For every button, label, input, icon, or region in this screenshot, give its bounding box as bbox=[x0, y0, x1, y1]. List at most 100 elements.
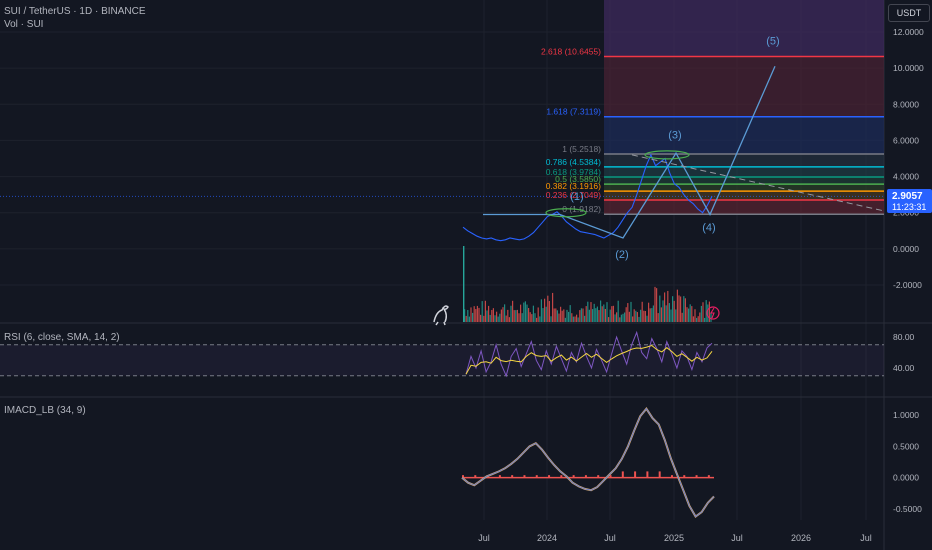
price-tick-7: -2.0000 bbox=[893, 280, 922, 290]
volume-bar bbox=[707, 304, 709, 322]
volume-bar bbox=[473, 306, 475, 322]
time-axis[interactable]: Jul 2024 Jul 2025 Jul 2026 Jul bbox=[478, 533, 872, 543]
rsi-line bbox=[465, 330, 713, 378]
volume-bars bbox=[463, 246, 712, 322]
fib-zone-7 bbox=[604, 56, 884, 117]
volume-bar bbox=[536, 317, 538, 322]
volume-bar bbox=[664, 292, 666, 322]
volume-bar bbox=[523, 302, 525, 322]
volume-bar bbox=[694, 309, 696, 322]
rsi-legend[interactable]: RSI (6, close, SMA, 14, 2) bbox=[4, 332, 120, 343]
macd-hist-bar bbox=[535, 475, 538, 478]
volume-bar bbox=[480, 314, 482, 322]
volume-bar bbox=[568, 311, 570, 322]
volume-bar bbox=[489, 314, 491, 322]
macd-hist-bar bbox=[621, 471, 624, 478]
fib-label-0: 0 (1.9182) bbox=[562, 204, 601, 214]
volume-bar bbox=[648, 302, 650, 322]
volume-bar bbox=[646, 315, 648, 322]
volume-bar bbox=[614, 314, 616, 322]
volume-bar bbox=[704, 317, 706, 322]
volume-bar bbox=[691, 306, 693, 322]
fib-label-4: 0.618 (3.9784) bbox=[546, 167, 601, 177]
volume-bar bbox=[566, 309, 568, 322]
macd-hist-bar bbox=[658, 471, 661, 478]
time-tick-5: 2026 bbox=[791, 533, 811, 543]
macd-hist-bar bbox=[498, 475, 501, 478]
fib-zone-3 bbox=[604, 176, 884, 185]
macd-hist-bar bbox=[634, 471, 637, 478]
volume-bar bbox=[472, 312, 474, 322]
time-tick-4: Jul bbox=[731, 533, 743, 543]
volume-bar bbox=[668, 303, 670, 322]
volume-bar bbox=[558, 313, 560, 322]
fib-zone-2 bbox=[604, 184, 884, 192]
volume-bar bbox=[686, 307, 688, 322]
volume-bar bbox=[657, 313, 659, 322]
volume-bar bbox=[587, 301, 589, 322]
rsi-tick-0: 80.00 bbox=[893, 332, 915, 342]
volume-bar bbox=[520, 304, 522, 322]
volume-bar bbox=[500, 309, 502, 322]
volume-bar bbox=[572, 316, 574, 322]
volume-bar bbox=[540, 299, 542, 322]
volume-bar bbox=[622, 313, 624, 322]
macd-hist-bar bbox=[695, 475, 698, 478]
volume-bar bbox=[633, 309, 635, 322]
volume-bar bbox=[516, 309, 518, 322]
wave-label-5: (5) bbox=[766, 36, 779, 48]
fib-label-1: 0.236 (2.7049) bbox=[546, 190, 601, 200]
volume-bar bbox=[499, 313, 501, 322]
volume-bar bbox=[692, 316, 694, 322]
volume-bar bbox=[667, 290, 669, 322]
time-tick-2: Jul bbox=[604, 533, 616, 543]
volume-bar bbox=[526, 304, 528, 322]
volume-bar bbox=[697, 316, 699, 322]
elliott-wave-drawing[interactable]: (1) (2) (3) (4) (5) bbox=[483, 36, 885, 261]
volume-bar bbox=[491, 309, 493, 322]
volume-legend[interactable]: Vol · SUI bbox=[4, 19, 44, 30]
price-axis[interactable]: 12.000010.00008.00006.00004.00002.00000.… bbox=[893, 27, 924, 514]
macd-hist-bar bbox=[683, 475, 686, 478]
volume-bar bbox=[497, 316, 499, 322]
volume-bar bbox=[678, 295, 680, 322]
volume-bar bbox=[659, 295, 661, 322]
macd-legend[interactable]: IMACD_LB (34, 9) bbox=[4, 405, 86, 416]
currency-button[interactable]: USDT bbox=[888, 4, 930, 22]
price-line bbox=[462, 153, 713, 242]
volume-bar bbox=[512, 300, 514, 322]
volume-bar bbox=[510, 305, 512, 322]
volume-bar bbox=[616, 312, 618, 322]
volume-bar bbox=[585, 306, 587, 322]
volume-bar bbox=[542, 308, 544, 322]
volume-bar bbox=[643, 310, 645, 322]
volume-bar bbox=[475, 309, 477, 322]
volume-bar bbox=[465, 315, 467, 322]
volume-bar bbox=[681, 312, 683, 322]
volume-bar bbox=[641, 301, 643, 322]
price-tick-6: 0.0000 bbox=[893, 244, 919, 254]
macd-line bbox=[461, 407, 715, 518]
macd-hist-bar bbox=[511, 475, 514, 478]
volume-bar bbox=[612, 305, 614, 322]
symbol-legend[interactable]: SUI / TetherUS · 1D · BINANCE bbox=[4, 6, 146, 17]
volume-bar bbox=[609, 309, 611, 322]
rsi-ma-line bbox=[465, 344, 713, 375]
volume-bar bbox=[632, 316, 634, 322]
volume-bar bbox=[604, 308, 606, 322]
time-tick-6: Jul bbox=[860, 533, 872, 543]
volume-bar bbox=[545, 306, 547, 322]
volume-bar bbox=[649, 308, 651, 322]
volume-bar bbox=[507, 309, 509, 322]
volume-bar bbox=[552, 292, 554, 322]
fib-zone-0 bbox=[604, 199, 884, 215]
volume-bar bbox=[556, 310, 558, 322]
volume-bar bbox=[606, 302, 608, 322]
volume-bar bbox=[601, 306, 603, 322]
volume-bar bbox=[550, 316, 552, 322]
volume-bar bbox=[544, 298, 546, 322]
volume-bar bbox=[577, 317, 579, 322]
last-price-label: 2.9057 11:23:31 bbox=[887, 189, 932, 213]
fibonacci-retracement[interactable]: 0 (1.9182)0.236 (2.7049)0.382 (3.1916)0.… bbox=[541, 0, 884, 215]
